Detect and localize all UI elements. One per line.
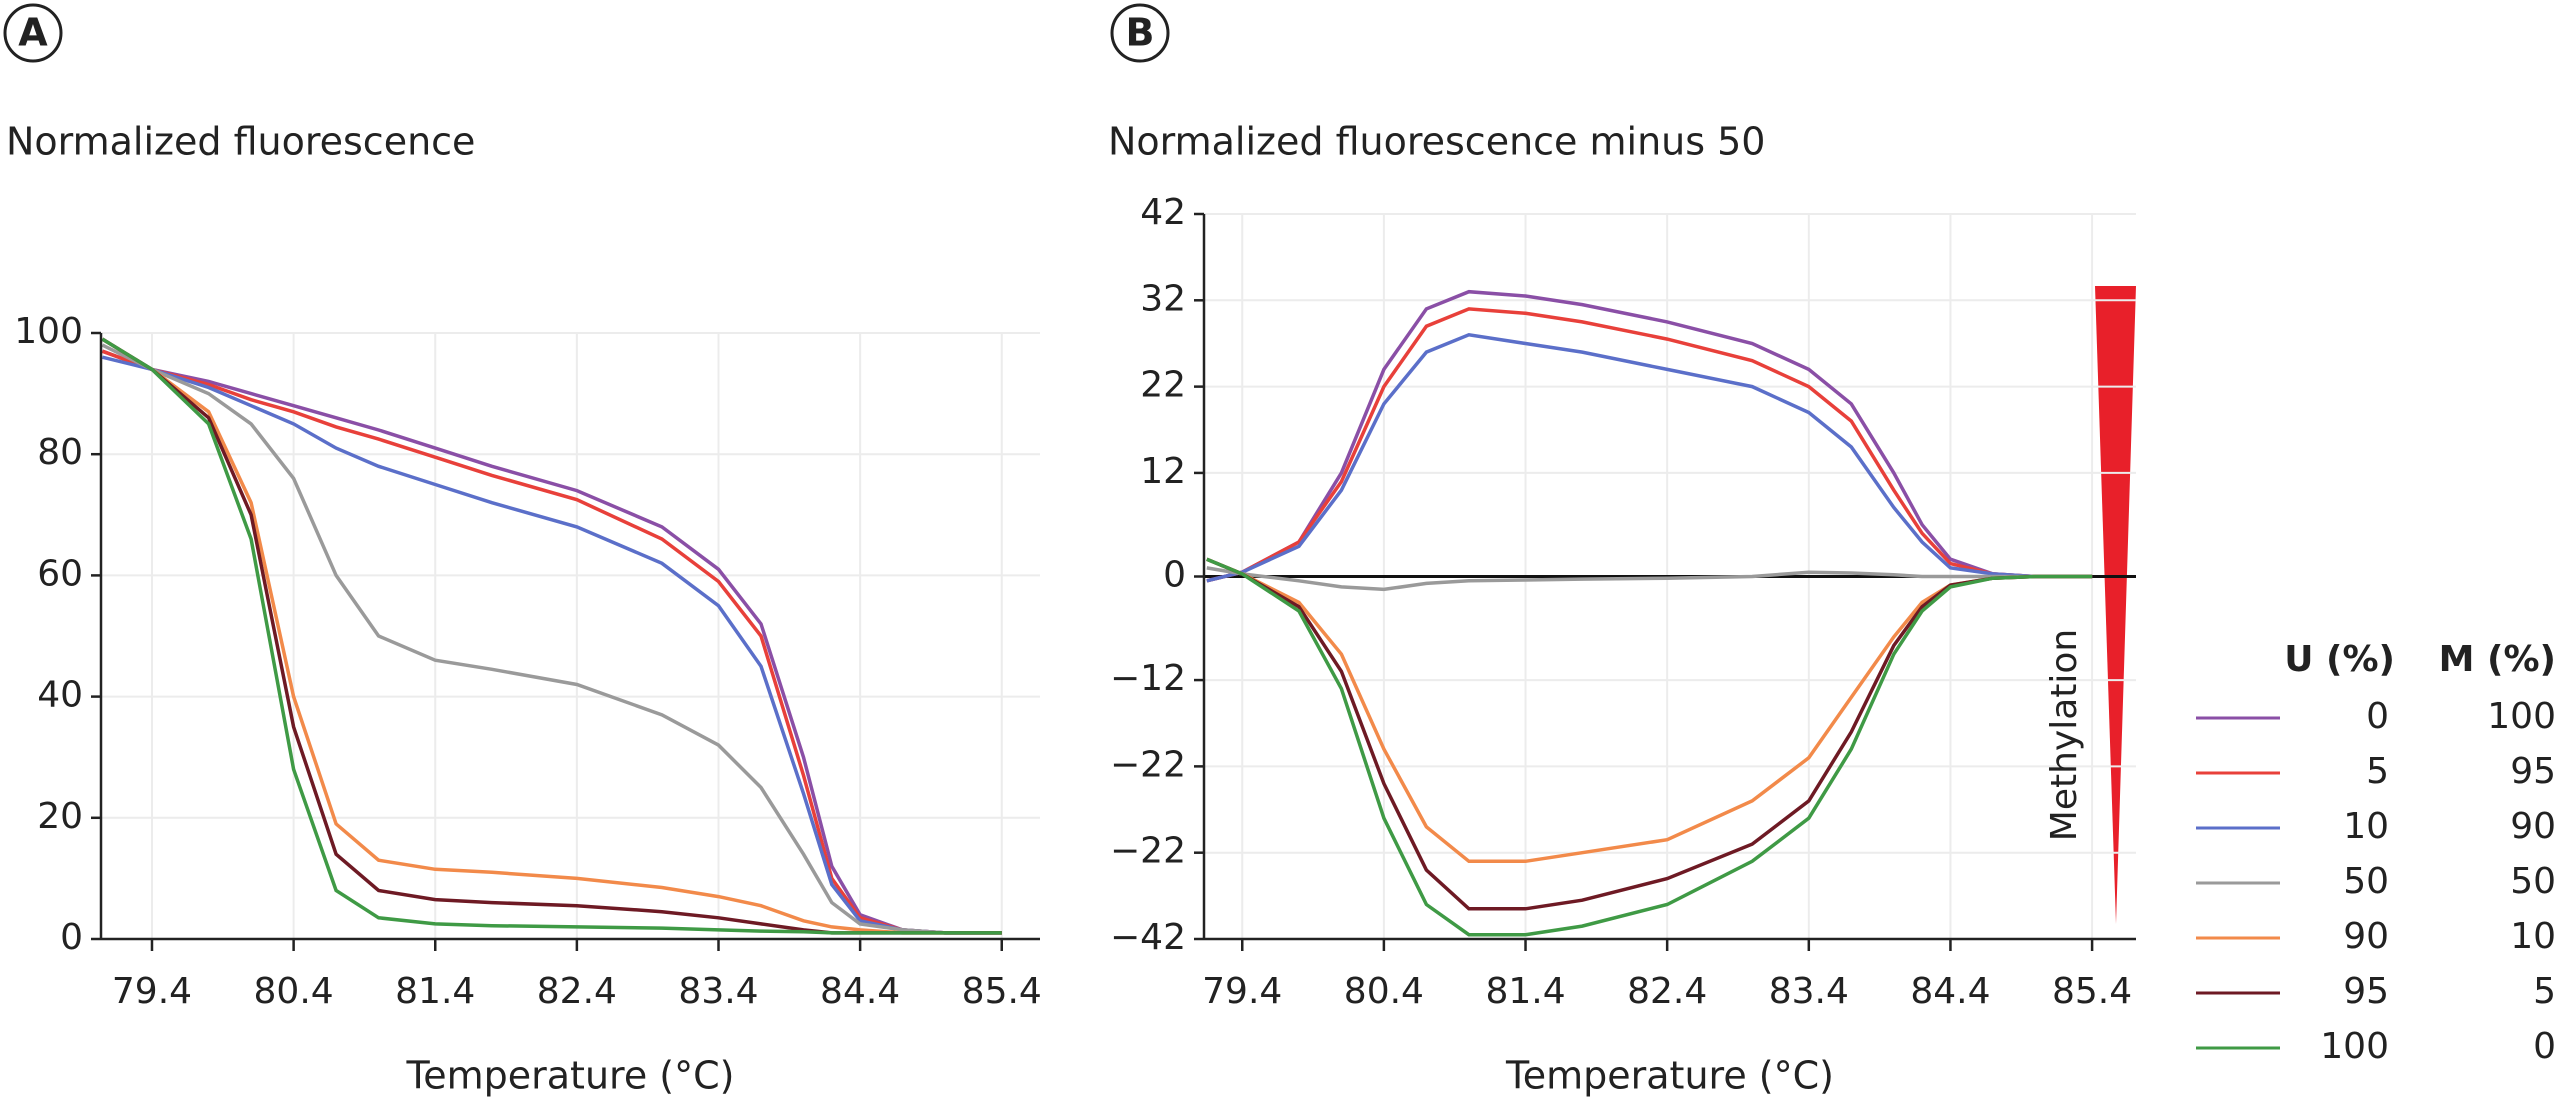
x-tick-label: 79.4	[112, 971, 192, 1012]
x-tick-label: 82.4	[537, 971, 617, 1012]
x-tick-label: 80.4	[1344, 971, 1424, 1012]
x-tick-label: 85.4	[2052, 971, 2132, 1012]
y-tick-label: −12	[1110, 658, 1186, 699]
y-tick-label: 100	[14, 311, 83, 352]
legend-u: 100	[2320, 1026, 2389, 1067]
y-tick-label: 0	[1163, 555, 1186, 596]
legend-u: 50	[2343, 861, 2389, 902]
annotation: Methylation	[2044, 629, 2085, 841]
legend-m: 90	[2510, 806, 2556, 847]
series-line	[101, 337, 1002, 935]
legend-u: 90	[2343, 916, 2389, 957]
legend-m: 50	[2510, 861, 2556, 902]
y-tick-label: 0	[60, 917, 83, 958]
y-tick-label: −22	[1110, 744, 1186, 785]
y-tick-label: 32	[1140, 278, 1186, 319]
legend-m: 95	[2510, 751, 2556, 792]
legend-header: U (%)	[2284, 639, 2395, 680]
legend-header: M (%)	[2439, 639, 2556, 680]
series-line	[1206, 557, 2093, 864]
x-tick-label: 83.4	[1769, 971, 1849, 1012]
series-line	[101, 337, 1002, 935]
panel-badge	[1110, 3, 1170, 63]
x-tick-label: 83.4	[678, 971, 758, 1012]
legend-m: 0	[2533, 1026, 2556, 1067]
legend-u: 10	[2343, 806, 2389, 847]
y-tick-label: 42	[1140, 192, 1186, 233]
series-line	[101, 355, 1002, 935]
y-tick-label: 12	[1140, 451, 1186, 492]
x-axis-label: Temperature (°C)	[406, 1054, 735, 1098]
x-tick-label: 84.4	[1910, 971, 1990, 1012]
x-tick-label: 80.4	[254, 971, 334, 1012]
series-line	[101, 343, 1002, 935]
panel-badge	[3, 3, 63, 63]
x-tick-label: 85.4	[962, 971, 1042, 1012]
series-line	[101, 349, 1002, 935]
legend-m: 100	[2487, 696, 2556, 737]
panel-label: B	[1126, 11, 1155, 55]
x-tick-label: 82.4	[1627, 971, 1707, 1012]
x-tick-label: 81.4	[395, 971, 475, 1012]
series-line	[1206, 307, 2093, 583]
series-line	[1206, 566, 2093, 592]
y-tick-label: 60	[37, 553, 83, 594]
y-tick-label: 40	[37, 675, 83, 716]
legend-u: 5	[2366, 751, 2389, 792]
legend-m: 5	[2533, 971, 2556, 1012]
y-tick-label: 20	[37, 796, 83, 837]
series-line	[1206, 289, 2093, 583]
x-tick-label: 81.4	[1485, 971, 1565, 1012]
legend-u: 95	[2343, 971, 2389, 1012]
series-line	[1206, 557, 2093, 937]
x-tick-label: 84.4	[820, 971, 900, 1012]
y-tick-label: −42	[1110, 917, 1186, 958]
legend-m: 10	[2510, 916, 2556, 957]
x-tick-label: 79.4	[1202, 971, 1282, 1012]
x-axis-label: Temperature (°C)	[1505, 1054, 1834, 1098]
methylation-wedge	[2095, 286, 2136, 924]
series-line	[1206, 332, 2093, 583]
y-tick-label: 22	[1140, 365, 1186, 406]
series-line	[1206, 557, 2093, 911]
y-tick-label: −22	[1110, 831, 1186, 872]
y-tick-label: 80	[37, 432, 83, 473]
panel-label: A	[18, 11, 48, 55]
chart-subtitle: Normalized fluorescence	[6, 120, 475, 164]
series-line	[101, 337, 1002, 935]
legend-u: 0	[2366, 696, 2389, 737]
series-line	[101, 349, 1002, 935]
chart-subtitle: Normalized fluorescence minus 50	[1108, 120, 1766, 164]
